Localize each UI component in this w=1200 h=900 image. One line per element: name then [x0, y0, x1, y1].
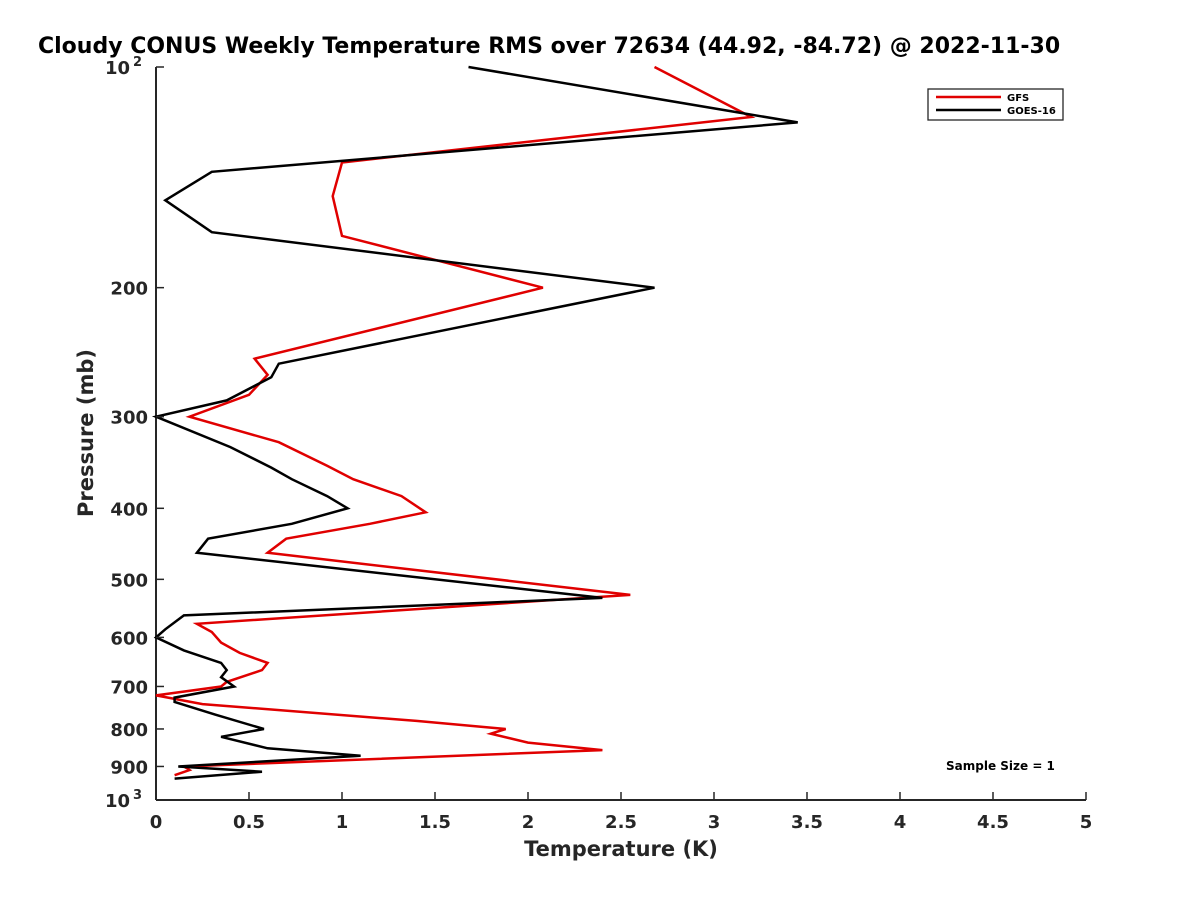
y-tick-label: 600 [110, 628, 148, 649]
series-line-gfs [155, 65, 756, 777]
chart-title: Cloudy CONUS Weekly Temperature RMS over… [38, 34, 1060, 59]
x-tick-label: 1 [336, 812, 349, 833]
y-tick-label: 200 [110, 279, 148, 300]
x-tick-label: 4 [894, 812, 907, 833]
y-axis-label: Pressure (mb) [74, 349, 98, 517]
x-tick-label: 0 [150, 812, 163, 833]
y-tick-label: 300 [110, 408, 148, 429]
y-tick-label: 10 [105, 58, 130, 79]
series-line-goes16 [151, 65, 798, 780]
y-tick-label: 800 [110, 720, 148, 741]
y-tick-exponent: 3 [133, 788, 142, 803]
y-tick-label: 400 [110, 499, 148, 520]
legend: GFS GOES-16 [927, 88, 1064, 121]
y-tick-label: 700 [110, 677, 148, 698]
x-tick-label: 3.5 [791, 812, 823, 833]
x-tick-label: 4.5 [977, 812, 1009, 833]
y-tick-label: 900 [110, 757, 148, 778]
x-tick-label: 3 [708, 812, 721, 833]
legend-box [927, 88, 1064, 121]
x-tick-label: 1.5 [419, 812, 451, 833]
series-layer [151, 65, 798, 780]
axes [155, 67, 1086, 801]
x-tick-label: 2.5 [605, 812, 637, 833]
y-tick-label: 500 [110, 570, 148, 591]
legend-label-gfs: GFS [1007, 93, 1029, 104]
y-tick-label: 10 [105, 791, 130, 812]
x-tick-label: 2 [522, 812, 535, 833]
x-axis-label: Temperature (K) [524, 837, 718, 861]
sample-size-annotation: Sample Size = 1 [946, 759, 1055, 773]
legend-label-goes16: GOES-16 [1007, 106, 1056, 117]
x-tick-label: 5 [1080, 812, 1093, 833]
x-ticks: 0 0.5 1 1.5 2 2.5 3 3.5 4 4.5 5 [150, 792, 1093, 833]
y-tick-exponent: 2 [133, 55, 142, 70]
x-tick-label: 0.5 [233, 812, 265, 833]
